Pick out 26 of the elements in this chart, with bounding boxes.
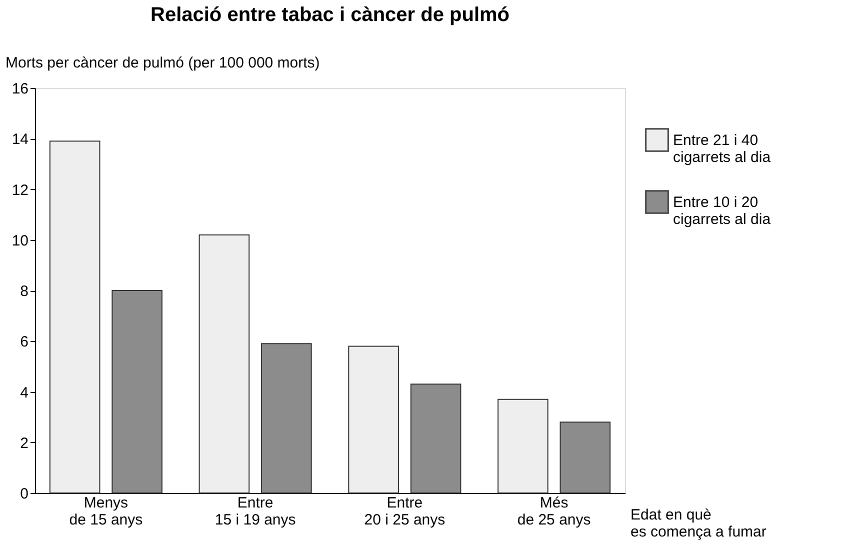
bar	[560, 422, 611, 494]
bar	[198, 234, 250, 494]
bar	[410, 384, 462, 494]
bar	[348, 346, 399, 494]
x-tick-label: Entre 20 i 25 anys	[364, 494, 446, 528]
bar	[112, 290, 162, 494]
y-tick-label: 8	[20, 283, 28, 300]
legend-label: Entre 21 i 40 cigarrets al dia	[673, 132, 772, 166]
chart-title: Relació entre tabac i càncer de pulmó	[150, 4, 510, 26]
x-tick-label: Menys de 15 anys	[69, 494, 143, 528]
y-tick-label: 10	[12, 232, 28, 250]
y-axis-title: Morts per càncer de pulmó (per 100 000 morts)	[6, 54, 320, 72]
y-tick-label: 14	[12, 131, 28, 148]
x-axis-title: Edat en què es comença a fumar	[630, 506, 766, 540]
legend-label: Entre 10 i 20 cigarrets al dia	[673, 194, 772, 228]
x-tick-label: Entre 15 i 19 anys	[214, 494, 296, 528]
x-tick-label: Més de 25 anys	[517, 494, 591, 528]
y-tick-label: 0	[20, 486, 28, 502]
y-tick-label: 12	[12, 182, 28, 199]
bar	[261, 343, 312, 494]
bar	[49, 140, 100, 494]
y-tick-label: 16	[12, 80, 28, 98]
y-tick-label: 4	[20, 384, 28, 402]
y-tick-label: 2	[20, 434, 28, 452]
y-tick-label: 6	[20, 334, 28, 351]
bar	[498, 398, 548, 494]
